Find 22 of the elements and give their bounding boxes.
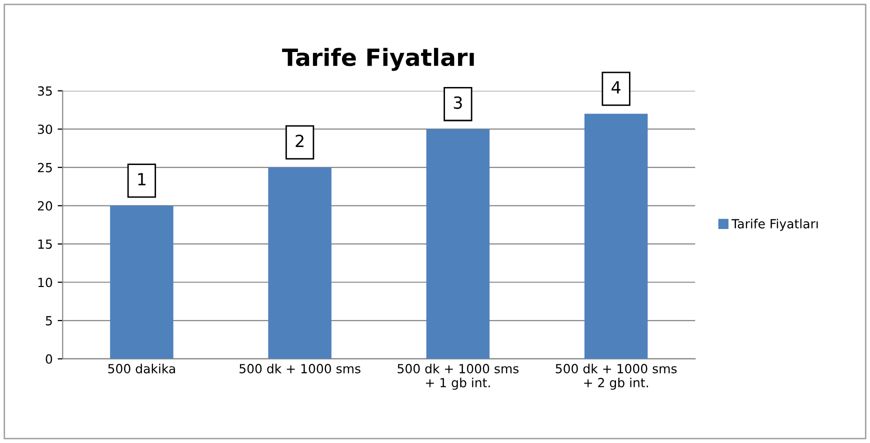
y-tick-label: 20: [38, 201, 52, 211]
y-tick-label: 25: [38, 162, 52, 172]
chart-title: Tarife Fiyatları: [282, 48, 474, 71]
y-tick-label: 0: [46, 354, 52, 364]
x-tick-label: 500 dk + 1000 sms: [240, 364, 360, 374]
y-tick-label: 35: [38, 86, 52, 96]
y-tick-label: 30: [38, 124, 52, 134]
x-tick-label: 500 dakika: [108, 364, 175, 374]
bar: [110, 206, 174, 359]
legend-label: Tarife Fiyatları: [731, 218, 818, 231]
y-tick-label: 10: [38, 278, 52, 288]
y-tick-label: 15: [38, 240, 52, 249]
annotation: 3: [454, 96, 462, 109]
annotation: 1: [138, 173, 146, 186]
annotation: 4: [612, 81, 620, 94]
bar: [268, 167, 332, 359]
annotation: 2: [296, 134, 304, 147]
x-tick-label: 500 dk + 1000 sms + 2 gb int.: [556, 364, 677, 390]
bar: [584, 114, 648, 359]
y-tick-label: 5: [46, 316, 52, 326]
x-tick-label: 500 dk + 1000 sms + 1 gb int.: [398, 364, 519, 390]
bar: [426, 129, 490, 359]
